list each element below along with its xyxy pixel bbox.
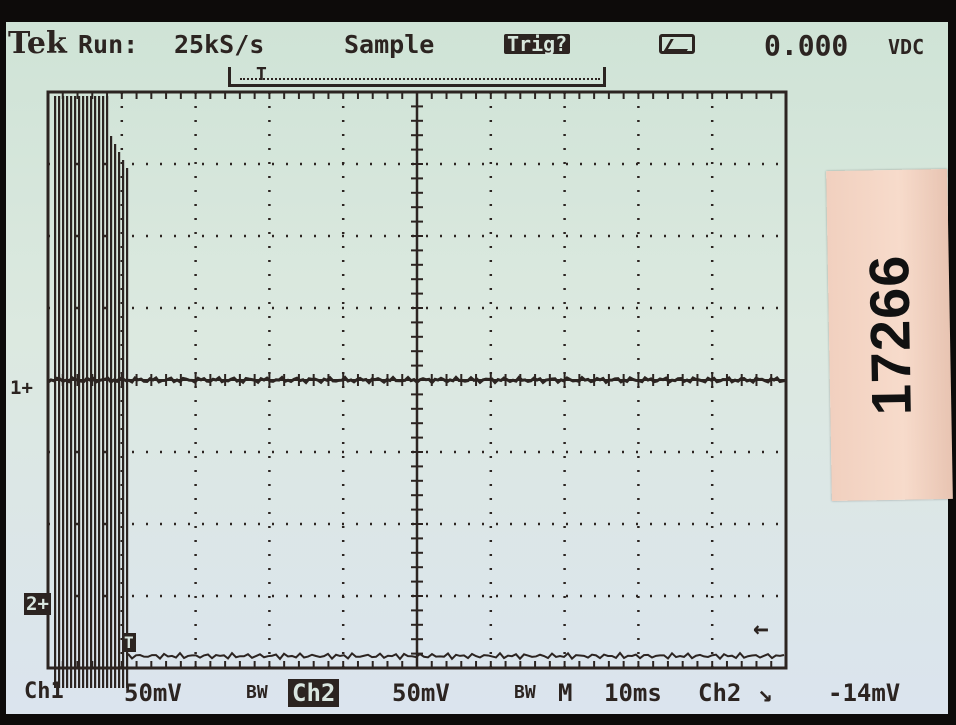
burst-bar (118, 152, 121, 688)
burst-bar (70, 96, 73, 688)
acquisition-mode-label: Sample (344, 30, 435, 59)
burst-bar (74, 96, 77, 688)
channel1-trace (47, 375, 787, 385)
run-state-label: Run: (78, 30, 139, 59)
burst-bar (66, 96, 69, 688)
brand-label: Tek (8, 26, 67, 61)
burst-bar (86, 96, 89, 688)
burst-bar (90, 96, 93, 688)
channel2-bandwidth-icon: BW (514, 682, 536, 703)
burst-bar (98, 96, 101, 688)
graticule-center-ticks (47, 91, 787, 669)
timebase-value: 10ms (604, 679, 662, 707)
trigger-source: Ch2 (698, 679, 742, 707)
burst-bar (102, 96, 105, 688)
channel1-label: Ch1 (24, 679, 64, 704)
burst-bar (114, 144, 117, 688)
trigger-level-arrow-icon: ← (753, 614, 769, 644)
burst-bar (82, 96, 85, 688)
channel2-scale: 50mV (392, 679, 450, 707)
trigger-level: -14mV (828, 679, 901, 707)
burst-bar (78, 96, 81, 688)
channel2-trace (127, 651, 785, 661)
timebase-prefix: M (558, 679, 573, 707)
channel1-bandwidth-icon: BW (246, 682, 268, 703)
channel2-burst-trace (54, 96, 129, 688)
trigger-type-icon (659, 34, 695, 54)
serial-number-sticker: 17266 (826, 168, 953, 502)
sticker-number: 17266 (856, 254, 923, 416)
oscilloscope-screen: Tek Run: 25kS/s Sample Trig? 0.000 VDC T… (6, 22, 948, 714)
trigger-status-badge: Trig? (504, 34, 571, 54)
burst-bar (126, 168, 129, 688)
channel1-ground-marker: 1+ (10, 377, 33, 399)
sample-rate-label: 25kS/s (174, 30, 265, 59)
graticule (46, 90, 788, 688)
horizontal-position-marker: T (256, 64, 267, 85)
channel2-label: Ch2 (288, 679, 340, 707)
trigger-slope-icon: ↘ (758, 679, 773, 707)
burst-bar (58, 96, 61, 688)
burst-bar (122, 160, 125, 688)
burst-bar (94, 96, 97, 688)
burst-bar (106, 96, 109, 688)
burst-bar (54, 96, 57, 688)
record-view-bracket (228, 67, 606, 87)
channel1-scale: 50mV (124, 679, 182, 707)
measurement-readout: 0.000 (764, 29, 849, 62)
burst-bar (62, 96, 65, 688)
burst-bar (110, 136, 113, 688)
trigger-point-marker: T (122, 633, 136, 652)
channel2-ground-marker: 2+ (24, 593, 51, 615)
measurement-unit: VDC (888, 35, 925, 59)
record-view-line (240, 78, 600, 80)
